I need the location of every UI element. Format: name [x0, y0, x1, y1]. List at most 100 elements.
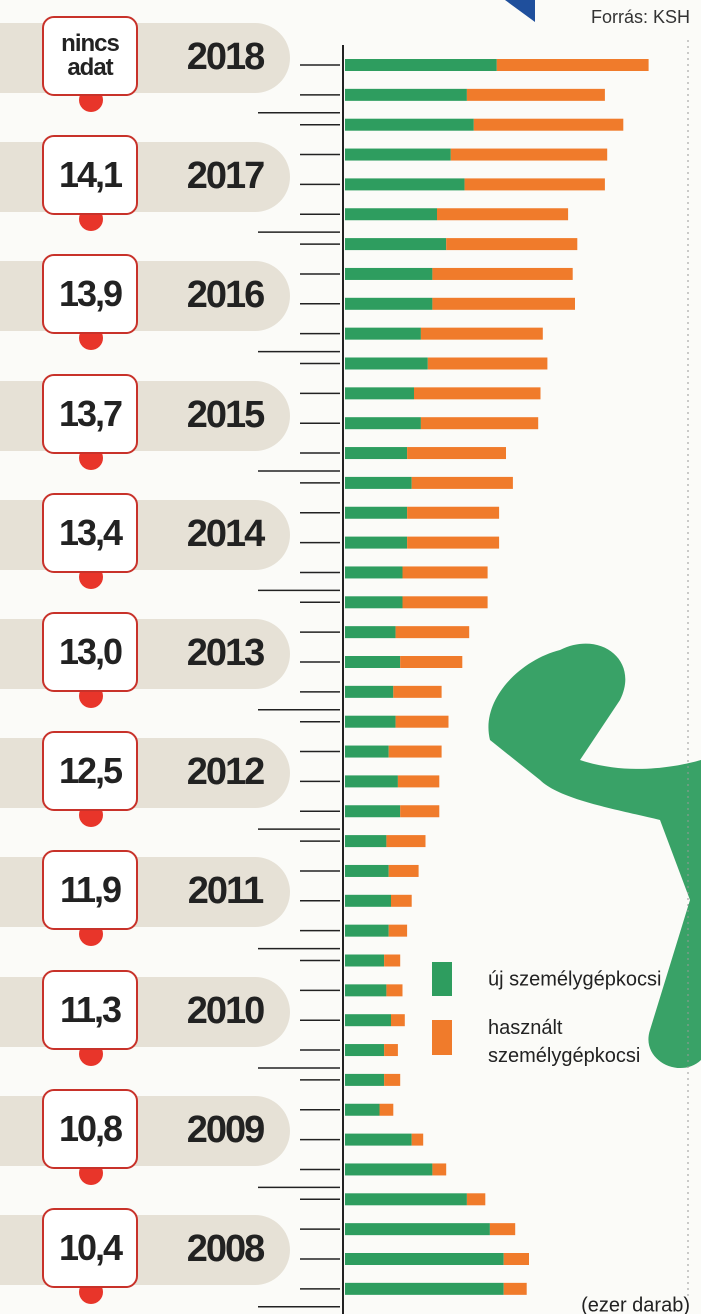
- corner-decoration: [505, 0, 535, 22]
- age-value: 11,3: [42, 970, 138, 1050]
- bar-segment: [345, 1104, 380, 1116]
- bar-segment: [345, 1283, 504, 1295]
- year-label: 2012: [170, 751, 280, 794]
- age-value: 10,8: [42, 1089, 138, 1169]
- bar-segment: [345, 119, 474, 131]
- page: {"chart_data": {"type": "bar", "orientat…: [0, 0, 701, 1314]
- bar-segment: [490, 1223, 515, 1235]
- bar-segment: [403, 596, 488, 608]
- bar-segment: [396, 626, 470, 638]
- bar-segment: [345, 746, 389, 758]
- bar-segment: [345, 417, 421, 429]
- bar-segment: [345, 984, 386, 996]
- bar-segment: [345, 686, 393, 698]
- bar-segment: [421, 328, 543, 340]
- bar-segment: [345, 208, 437, 220]
- age-value: 12,5: [42, 731, 138, 811]
- age-value: nincs adat: [42, 16, 138, 96]
- bar-segment: [345, 268, 432, 280]
- year-label: 2013: [170, 632, 280, 675]
- bar-segment: [345, 298, 432, 310]
- legend-swatch: [432, 1020, 452, 1055]
- bar-segment: [474, 119, 624, 131]
- bar-segment: [345, 507, 407, 519]
- bar-segment: [504, 1253, 529, 1265]
- year-label: 2016: [170, 274, 280, 317]
- bar-segment: [345, 865, 389, 877]
- bar-segment: [345, 596, 403, 608]
- year-label: 2014: [170, 513, 280, 556]
- bar-segment: [380, 1104, 394, 1116]
- age-value: 13,9: [42, 254, 138, 334]
- bar-segment: [345, 895, 391, 907]
- bar-segment: [389, 865, 419, 877]
- bar-segment: [345, 656, 400, 668]
- decorative-shape: [488, 644, 701, 1068]
- bar-segment: [345, 89, 467, 101]
- bar-segment: [345, 716, 396, 728]
- bar-segment: [465, 178, 605, 190]
- unit-note: (ezer darab): [581, 1294, 690, 1314]
- year-label: 2008: [170, 1228, 280, 1271]
- bar-segment: [414, 387, 541, 399]
- year-label: 2009: [170, 1109, 280, 1152]
- bar-segment: [432, 298, 575, 310]
- bar-segment: [345, 447, 407, 459]
- source: Forrás: KSH: [591, 7, 690, 27]
- bar-segment: [345, 149, 451, 161]
- bar-segment: [407, 447, 506, 459]
- bar-segment: [432, 1163, 446, 1175]
- bar-segment: [345, 328, 421, 340]
- age-value: 13,7: [42, 374, 138, 454]
- age-value: 11,9: [42, 850, 138, 930]
- bar-segment: [393, 686, 441, 698]
- age-value: 14,1: [42, 135, 138, 215]
- legend-label: használt személygépkocsi: [488, 1014, 668, 1070]
- bar-segment: [345, 1253, 504, 1265]
- bar-segment: [345, 775, 398, 787]
- bar-segment: [345, 238, 446, 250]
- bar-segment: [400, 805, 439, 817]
- bar-segment: [467, 89, 605, 101]
- age-value: 13,4: [42, 493, 138, 573]
- bar-segment: [389, 746, 442, 758]
- bar-segment: [345, 59, 497, 71]
- bar-segment: [345, 1223, 490, 1235]
- bar-segment: [412, 477, 513, 489]
- bar-segment: [384, 1044, 398, 1056]
- bar-segment: [428, 358, 548, 370]
- bar-segment: [345, 358, 428, 370]
- bar-segment: [384, 1074, 400, 1086]
- bar-segment: [345, 925, 389, 937]
- bar-segment: [345, 1163, 432, 1175]
- bar-segment: [400, 656, 462, 668]
- bar-segment: [345, 1014, 391, 1026]
- bar-segment: [345, 835, 386, 847]
- bar-segment: [345, 1044, 384, 1056]
- year-label: 2010: [170, 990, 280, 1033]
- legend-label: új személygépkocsi: [488, 968, 661, 990]
- bar-segment: [446, 238, 577, 250]
- bar-segment: [396, 716, 449, 728]
- bar-segment: [345, 626, 396, 638]
- bar-segment: [407, 537, 499, 549]
- bar-segment: [398, 775, 439, 787]
- year-label: 2015: [170, 394, 280, 437]
- year-label: 2018: [170, 36, 280, 79]
- bar-segment: [386, 835, 425, 847]
- age-value: 10,4: [42, 1208, 138, 1288]
- bar-segment: [421, 417, 538, 429]
- bar-segment: [345, 1074, 384, 1086]
- bar-segment: [504, 1283, 527, 1295]
- bar-segment: [467, 1193, 485, 1205]
- bar-segment: [345, 805, 400, 817]
- bar-segment: [432, 268, 572, 280]
- bar-segment: [403, 566, 488, 578]
- bar-segment: [386, 984, 402, 996]
- bar-segment: [345, 1193, 467, 1205]
- bar-segment: [389, 925, 407, 937]
- legend-swatch: [432, 962, 452, 996]
- bar-segment: [345, 537, 407, 549]
- bar-segment: [384, 955, 400, 967]
- bar-segment: [345, 955, 384, 967]
